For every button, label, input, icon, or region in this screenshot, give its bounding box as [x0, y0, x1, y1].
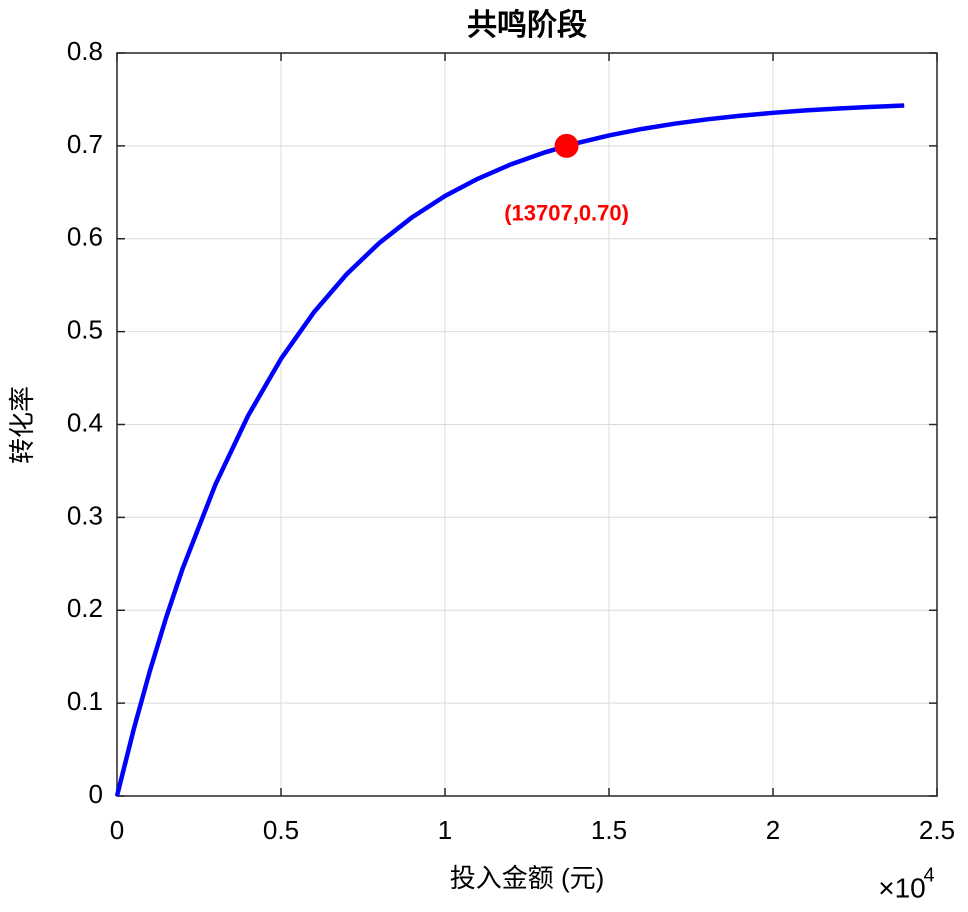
x-axis-label: 投入金额 (元) [450, 863, 605, 893]
x-tick-label: 1.5 [591, 815, 627, 845]
y-tick-label: 0.6 [67, 222, 103, 252]
y-axis-label: 转化率 [7, 386, 37, 464]
plot-frame [116, 52, 938, 797]
y-tick-label: 0.3 [67, 500, 103, 530]
y-tick-label: 0.2 [67, 593, 103, 623]
x-tick-label: 2.5 [919, 815, 955, 845]
x-exponent-power: 4 [923, 864, 934, 886]
x-tick-label: 0.5 [263, 815, 299, 845]
chart-title: 共鸣阶段 [467, 8, 587, 42]
x-exponent-base: ×10 [878, 872, 926, 903]
x-tick-label: 1 [438, 815, 452, 845]
highlight-label: (13707,0.70) [504, 201, 629, 226]
y-tick-label: 0.4 [67, 407, 103, 437]
y-tick-label: 0 [89, 779, 103, 809]
y-tick-label: 0.8 [67, 36, 103, 66]
line-series [114, 103, 905, 797]
highlight-point [554, 133, 579, 158]
x-tick-label: 2 [766, 815, 780, 845]
y-tick-label: 0.7 [67, 129, 103, 159]
y-tick-label: 0.1 [67, 686, 103, 716]
y-tick-label: 0.5 [67, 315, 103, 345]
x-tick-label: 0 [110, 815, 124, 845]
